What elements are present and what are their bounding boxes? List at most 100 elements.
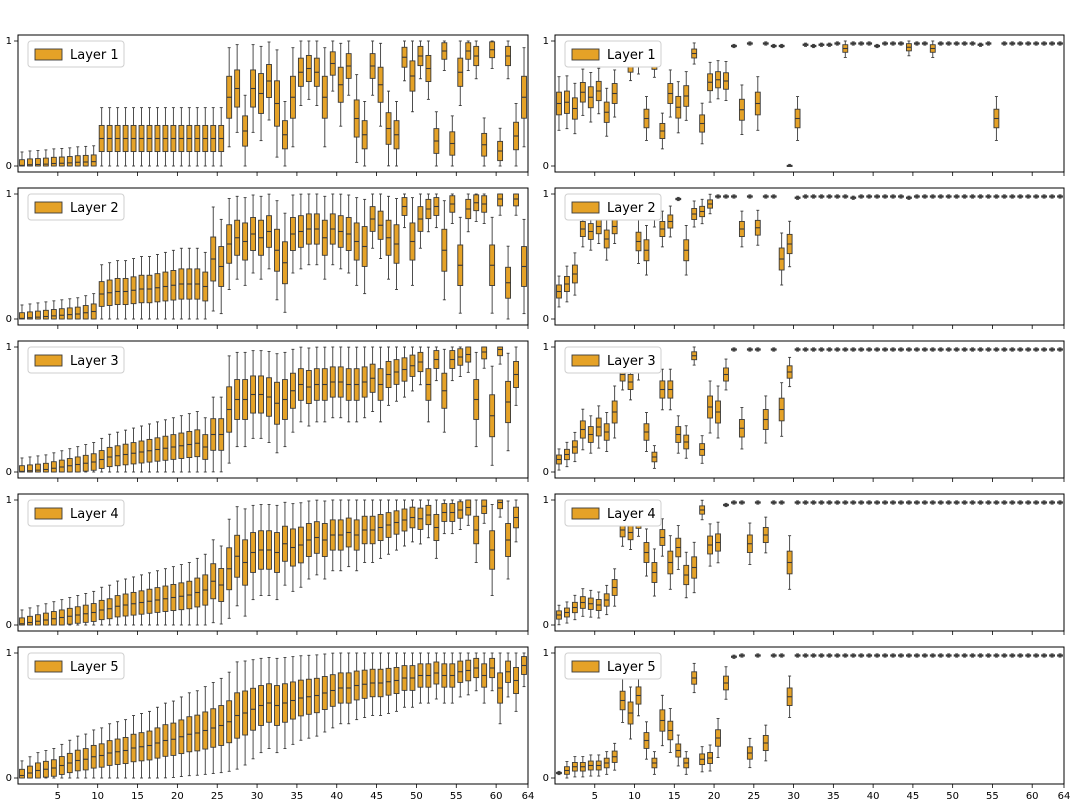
- box-28: [770, 500, 777, 505]
- box-1: [19, 609, 25, 626]
- box-25: [746, 41, 753, 46]
- box-34: [818, 42, 825, 47]
- box-59: [1017, 347, 1024, 352]
- box-57: [1001, 347, 1008, 352]
- box-2: [564, 601, 570, 624]
- box-29: [778, 43, 785, 49]
- box-39: [858, 194, 865, 199]
- box-15: [667, 708, 674, 753]
- box-60: [489, 504, 496, 596]
- box-19: [162, 107, 169, 167]
- box-25: [210, 107, 217, 167]
- box-32: [266, 657, 272, 749]
- box-25: [210, 206, 217, 312]
- box-16: [675, 525, 682, 570]
- legend-label: Layer 1: [70, 48, 119, 63]
- box-23: [194, 411, 201, 473]
- box-8: [74, 146, 81, 167]
- box-48: [929, 40, 936, 58]
- box-30: [786, 356, 793, 388]
- box-9: [82, 295, 89, 320]
- box-58: [1009, 194, 1016, 199]
- box-1: [556, 76, 562, 131]
- box-56: [993, 653, 1000, 658]
- box-57: [1001, 500, 1008, 505]
- box-22: [186, 562, 193, 626]
- box-51: [953, 347, 960, 352]
- box-44: [361, 198, 368, 295]
- box-47: [385, 346, 392, 406]
- box-22: [186, 107, 193, 167]
- box-31: [794, 500, 801, 505]
- box-47: [385, 90, 392, 167]
- box-body: [66, 156, 73, 167]
- box-53: [433, 346, 440, 382]
- box-28: [770, 347, 777, 352]
- box-61: [1033, 194, 1040, 199]
- box-60: [1025, 653, 1032, 658]
- box-58: [1009, 653, 1016, 658]
- legend-frame: [27, 652, 125, 680]
- box-25: [746, 737, 753, 769]
- box-51: [953, 653, 960, 658]
- box-11: [98, 727, 105, 779]
- box-46: [377, 346, 384, 423]
- box-body: [74, 306, 81, 320]
- box-48: [929, 653, 936, 658]
- box-48: [929, 500, 936, 505]
- axes-frame: [17, 187, 529, 326]
- box-61: [497, 346, 504, 365]
- box-39: [858, 41, 865, 46]
- box-55: [985, 41, 992, 46]
- box-24: [738, 407, 745, 450]
- box-9: [82, 592, 89, 626]
- box-13: [114, 721, 121, 779]
- box-51: [417, 652, 424, 704]
- box-40: [329, 193, 336, 266]
- box-2: [564, 265, 570, 303]
- box-54: [977, 194, 984, 199]
- box-body: [42, 157, 49, 167]
- box-4: [579, 588, 586, 617]
- box-16: [675, 81, 682, 134]
- box-26: [754, 76, 761, 131]
- box-body: [513, 193, 519, 207]
- box-58: [473, 40, 480, 80]
- box-49: [937, 500, 944, 505]
- box-48: [393, 652, 400, 712]
- box-31: [794, 653, 801, 658]
- box-54: [441, 499, 448, 535]
- y-tick-label: 1: [6, 495, 12, 506]
- box-8: [611, 69, 618, 118]
- axes-frame: [17, 340, 529, 479]
- box-body: [50, 156, 57, 167]
- box-body: [19, 617, 25, 626]
- box-60: [489, 365, 496, 466]
- box-38: [850, 347, 857, 352]
- box-42: [882, 500, 888, 505]
- box-15: [130, 427, 137, 473]
- box-44: [361, 499, 368, 563]
- box-42: [345, 40, 352, 96]
- box-63: [513, 499, 519, 543]
- box-61: [1033, 500, 1040, 505]
- box-37: [842, 194, 849, 199]
- box-body: [74, 155, 81, 167]
- box-2: [564, 75, 570, 130]
- box-33: [810, 653, 817, 658]
- box-39: [321, 195, 328, 280]
- legend-label: Layer 3: [70, 354, 119, 369]
- legend-label: Layer 5: [607, 660, 656, 675]
- axes-frame: [554, 187, 1065, 326]
- box-13: [114, 580, 121, 626]
- box-28: [234, 351, 241, 448]
- box-9: [82, 444, 89, 473]
- box-22: [723, 666, 729, 700]
- box-43: [890, 194, 896, 199]
- box-14: [659, 210, 666, 248]
- box-34: [282, 212, 288, 313]
- box-43: [353, 652, 360, 721]
- box-58: [473, 351, 480, 448]
- legend-label: Layer 4: [607, 507, 656, 522]
- box-59: [1017, 500, 1024, 505]
